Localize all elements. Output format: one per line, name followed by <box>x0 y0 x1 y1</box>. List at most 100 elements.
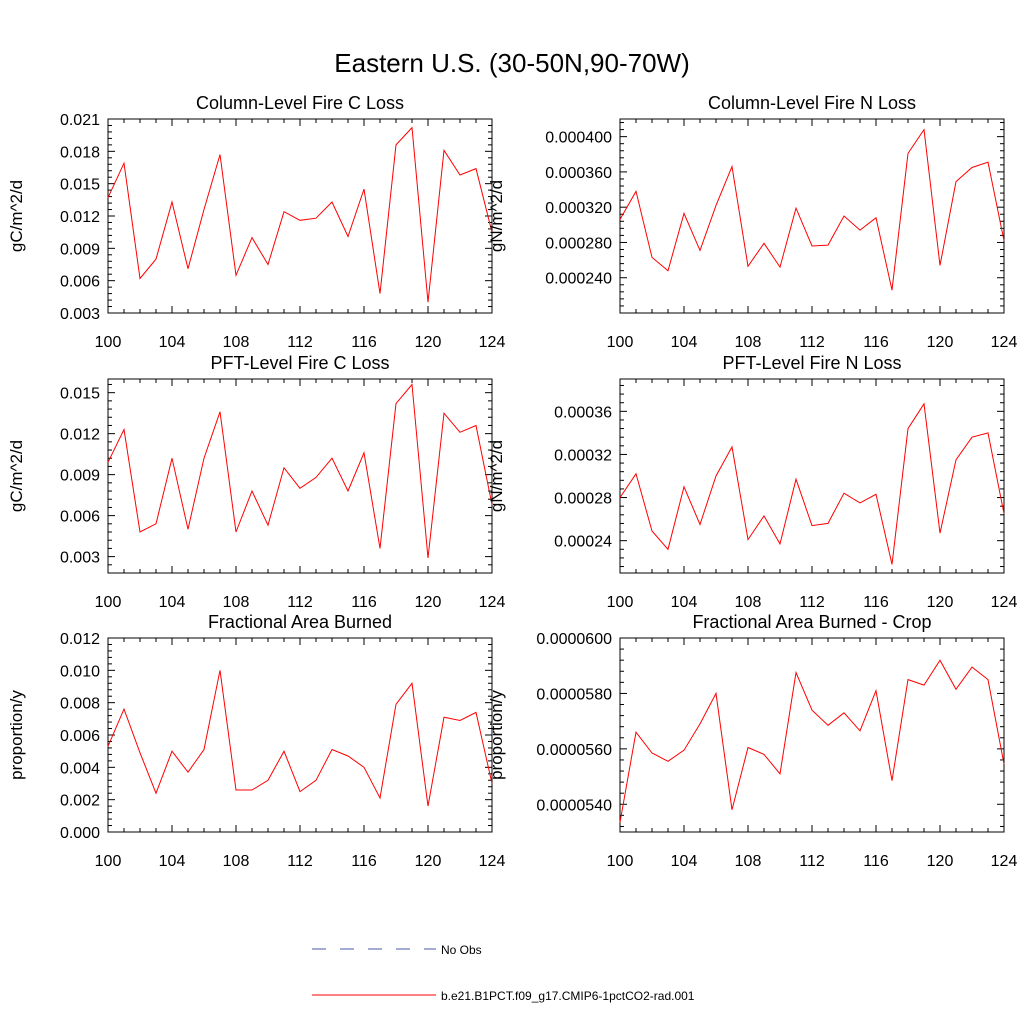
x-tick-label: 116 <box>351 334 377 351</box>
x-tick-label: 120 <box>415 853 442 870</box>
y-tick-label: 0.0000600 <box>536 631 612 648</box>
x-tick-label: 108 <box>735 853 762 870</box>
y-tick-label: 0.000240 <box>545 271 612 288</box>
y-tick-label: 0.0000580 <box>536 686 612 703</box>
y-axis-label: gC/m^2/d <box>7 440 26 512</box>
x-tick-label: 120 <box>415 594 442 611</box>
panel-3: 100 104 108 112 116 120 124 0.003 0.006 0.009 0.01… <box>7 353 505 611</box>
y-tick-label: 0.000280 <box>545 235 612 252</box>
x-tick-label: 104 <box>159 853 186 870</box>
y-tick-label: 0.015 <box>60 386 100 403</box>
x-tick-label: 112 <box>287 853 313 870</box>
y-tick-label: 0.004 <box>60 760 100 777</box>
x-tick-label: 104 <box>159 334 186 351</box>
y-tick-label: 0.00032 <box>554 447 612 464</box>
y-tick-label: 0.000360 <box>545 165 612 182</box>
x-tick-label: 100 <box>607 334 634 351</box>
y-axis-label: proportion/y <box>487 690 506 780</box>
y-tick-label: 0.003 <box>60 550 100 567</box>
panels: 100 104 108 112 116 120 124 0.003 0.006 0.009 0.01… <box>7 93 1017 870</box>
y-tick-label: 0.0000560 <box>536 742 612 759</box>
x-tick-label: 108 <box>223 853 250 870</box>
series-line <box>107 383 493 559</box>
x-tick-label: 104 <box>671 853 698 870</box>
y-tick-label: 0.003 <box>60 306 100 323</box>
panel-4: 100 104 108 112 116 120 124 0.00024 0.00028 0.000… <box>487 353 1017 611</box>
y-tick-label: 0.00028 <box>554 491 612 508</box>
x-tick-label: 116 <box>863 594 889 611</box>
x-tick-label: 108 <box>735 334 762 351</box>
y-tick-label: 0.006 <box>60 728 100 745</box>
series-line <box>107 126 493 303</box>
y-axis-label: gN/m^2/d <box>487 440 506 512</box>
x-tick-label: 104 <box>671 594 698 611</box>
panel-5: 100 104 108 112 116 120 124 0.000 0.002 0.004 0.00… <box>7 612 505 870</box>
legend: No Obs b.e21.B1PCT.f09_g17.CMIP6-1pctCO2… <box>312 943 695 1003</box>
y-tick-label: 0.009 <box>60 241 100 258</box>
figure-title: Eastern U.S. (30-50N,90-70W) <box>334 48 689 78</box>
x-tick-label: 116 <box>351 853 377 870</box>
y-axis-label: gN/m^2/d <box>487 180 506 252</box>
x-tick-label: 124 <box>479 334 506 351</box>
x-tick-label: 100 <box>607 853 634 870</box>
panel-title: Fractional Area Burned <box>208 612 392 632</box>
y-tick-label: 0.012 <box>60 427 100 444</box>
y-tick-label: 0.012 <box>60 631 100 648</box>
y-axis-label: gC/m^2/d <box>7 180 26 252</box>
x-tick-label: 112 <box>287 334 313 351</box>
panel-title: PFT-Level Fire C Loss <box>210 353 389 373</box>
y-tick-label: 0.021 <box>60 112 100 129</box>
x-tick-label: 108 <box>735 594 762 611</box>
x-tick-label: 120 <box>415 334 442 351</box>
y-tick-label: 0.00036 <box>554 404 612 421</box>
x-tick-label: 116 <box>863 853 889 870</box>
x-tick-label: 116 <box>863 334 889 351</box>
x-tick-label: 100 <box>95 334 122 351</box>
panel-6: 100 104 108 112 116 120 124 0.0000540 0.0000560 0… <box>487 612 1017 870</box>
panel-2: 100 104 108 112 116 120 124 0.000240 0.000280 0.0… <box>487 93 1017 351</box>
x-tick-label: 104 <box>159 594 186 611</box>
plot-frame <box>619 637 1005 833</box>
panel-title: Fractional Area Burned - Crop <box>692 612 931 632</box>
plot-frame <box>107 118 493 314</box>
y-tick-label: 0.010 <box>60 663 100 680</box>
x-tick-label: 120 <box>927 853 954 870</box>
panel-1: 100 104 108 112 116 120 124 0.003 0.006 0.009 0.01… <box>7 93 505 351</box>
x-tick-label: 124 <box>479 594 506 611</box>
y-tick-label: 0.002 <box>60 793 100 810</box>
y-tick-label: 0.006 <box>60 509 100 526</box>
series-line <box>619 402 1005 565</box>
legend-label-model: b.e21.B1PCT.f09_g17.CMIP6-1pctCO2-rad.00… <box>441 989 695 1003</box>
plot-frame <box>619 118 1005 314</box>
panel-title: PFT-Level Fire N Loss <box>722 353 901 373</box>
x-tick-label: 112 <box>287 594 313 611</box>
x-tick-label: 124 <box>991 334 1018 351</box>
x-tick-label: 100 <box>607 594 634 611</box>
legend-label-no-obs: No Obs <box>441 943 482 957</box>
x-tick-label: 112 <box>799 853 825 870</box>
y-tick-label: 0.009 <box>60 468 100 485</box>
series-line <box>107 670 493 807</box>
x-tick-label: 112 <box>799 594 825 611</box>
x-tick-label: 120 <box>927 334 954 351</box>
y-tick-label: 0.000 <box>60 825 100 842</box>
panel-title: Column-Level Fire N Loss <box>708 93 916 113</box>
x-tick-label: 100 <box>95 594 122 611</box>
y-tick-label: 0.012 <box>60 209 100 226</box>
y-tick-label: 0.00024 <box>554 534 612 551</box>
x-tick-label: 112 <box>799 334 825 351</box>
x-tick-label: 124 <box>479 853 506 870</box>
x-tick-label: 124 <box>991 594 1018 611</box>
y-tick-label: 0.015 <box>60 177 100 194</box>
y-tick-label: 0.018 <box>60 144 100 161</box>
x-tick-label: 104 <box>671 334 698 351</box>
x-tick-label: 116 <box>351 594 377 611</box>
plot-frame <box>619 378 1005 574</box>
y-tick-label: 0.0000540 <box>536 797 612 814</box>
panel-title: Column-Level Fire C Loss <box>196 93 404 113</box>
x-tick-label: 120 <box>927 594 954 611</box>
plot-frame <box>107 378 493 574</box>
series-line <box>619 659 1005 823</box>
y-tick-label: 0.000320 <box>545 200 612 217</box>
